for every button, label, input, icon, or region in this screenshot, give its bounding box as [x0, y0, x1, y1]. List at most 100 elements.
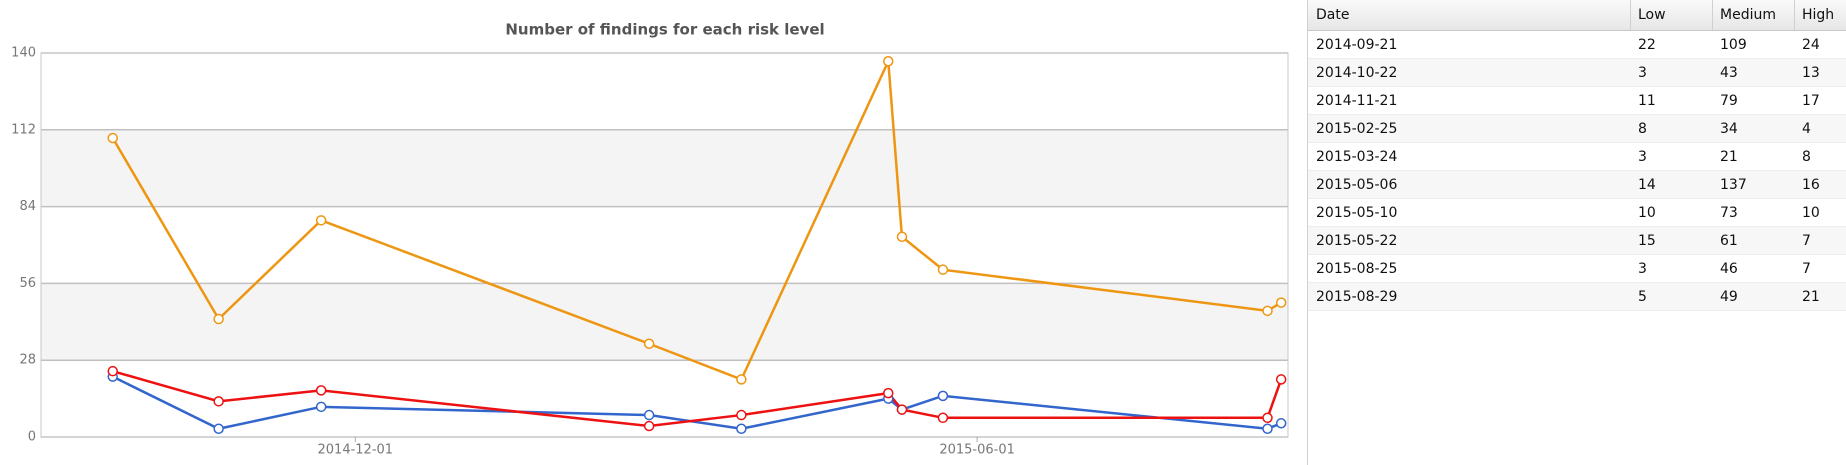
- point: [643, 409, 655, 421]
- table-cell: 5: [1638, 289, 1647, 305]
- table-row: 2015-02-25 8 34 4: [1308, 115, 1846, 143]
- point: [736, 409, 747, 421]
- table-row: 2015-05-10 10 73 10: [1308, 199, 1846, 227]
- table-cell: 10: [1802, 205, 1820, 221]
- point: [896, 404, 908, 415]
- y-tick-label: 140: [11, 46, 36, 61]
- point: [1275, 297, 1287, 308]
- plot-border: [40, 52, 1289, 438]
- chart-title: Number of findings for each risk level: [505, 21, 824, 39]
- chart: Number of findings for each risk level 0…: [11, 21, 1289, 458]
- point: [213, 313, 224, 325]
- x-tick-label: 2014-12-01: [318, 443, 394, 458]
- table-cell: 2015-02-25: [1316, 121, 1398, 137]
- table-cell: 2015-05-10: [1316, 205, 1398, 221]
- y-tick-label: 0: [28, 430, 36, 445]
- table-cell: 21: [1720, 149, 1738, 165]
- table-cell: 15: [1638, 233, 1656, 249]
- table-cell: 137: [1720, 177, 1747, 193]
- point: [896, 231, 908, 243]
- table-row: 2014-11-21 11 79 17: [1308, 87, 1846, 115]
- table-cell: 7: [1802, 261, 1811, 277]
- table-cell: 2015-05-06: [1316, 177, 1398, 193]
- point: [315, 385, 327, 396]
- point: [1262, 412, 1273, 424]
- table-cell: 17: [1802, 93, 1820, 109]
- table-cell: 14: [1638, 177, 1656, 193]
- point: [315, 215, 327, 226]
- point: [883, 55, 894, 67]
- table-row: 2015-08-29 5 49 21: [1308, 283, 1846, 311]
- column-header[interactable]: Date: [1316, 7, 1350, 23]
- table-cell: 24: [1802, 37, 1820, 53]
- point: [937, 390, 949, 402]
- table-cell: 3: [1638, 65, 1647, 81]
- point: [1275, 418, 1287, 429]
- table-cell: 49: [1720, 289, 1738, 305]
- point: [315, 401, 327, 413]
- table-cell: 2015-08-25: [1316, 261, 1398, 277]
- point: [213, 423, 224, 435]
- y-tick-label: 112: [11, 122, 36, 137]
- grid-band: [41, 283, 1288, 361]
- series-line: [112, 375, 1282, 431]
- data-table: Date Low Medium High 2014-09-21 22 109 24 2014-1…: [1307, 0, 1846, 465]
- table-cell: 3: [1638, 149, 1647, 165]
- table-cell: 13: [1802, 65, 1820, 81]
- table-cell: 109: [1720, 37, 1747, 53]
- table-cell: 2014-11-21: [1316, 93, 1398, 109]
- table-cell: 8: [1802, 149, 1811, 165]
- series-line: [111, 56, 1282, 381]
- table-cell: 2015-08-29: [1316, 289, 1398, 305]
- point: [643, 338, 655, 349]
- table-cell: 3: [1638, 261, 1647, 277]
- grid-band: [41, 129, 1288, 207]
- table-header: Date Low Medium High: [1308, 0, 1846, 31]
- x-tick-label: 2015-06-01: [939, 443, 1015, 458]
- point: [107, 365, 118, 377]
- point: [643, 420, 655, 432]
- point: [937, 412, 949, 424]
- table-cell: 2015-03-24: [1316, 149, 1398, 165]
- y-tick-label: 56: [19, 276, 36, 291]
- point: [883, 387, 894, 399]
- point: [1275, 374, 1287, 385]
- table-cell: 21: [1802, 289, 1820, 305]
- y-tick-label: 28: [19, 353, 36, 368]
- table-cell: 11: [1638, 93, 1656, 109]
- table-cell: 8: [1638, 121, 1647, 137]
- table-cell: 4: [1802, 121, 1811, 137]
- table-cell: 7: [1802, 233, 1811, 249]
- point: [736, 423, 747, 435]
- table-cell: 34: [1720, 121, 1738, 137]
- series-line: [112, 369, 1283, 428]
- point: [1262, 305, 1273, 317]
- point: [107, 132, 118, 144]
- table-cell: 61: [1720, 233, 1738, 249]
- point: [1262, 423, 1273, 435]
- table-row: 2014-10-22 3 43 13: [1308, 59, 1846, 87]
- table-cell: 73: [1720, 205, 1738, 221]
- column-header[interactable]: Low: [1630, 0, 1712, 30]
- table-cell: 2014-09-21: [1316, 37, 1398, 53]
- table-row: 2015-08-25 3 46 7: [1308, 255, 1846, 283]
- point: [736, 374, 747, 385]
- column-header[interactable]: Medium: [1712, 0, 1794, 30]
- table-row: 2014-09-21 22 109 24: [1308, 31, 1846, 59]
- table-row: 2015-05-22 15 61 7: [1308, 227, 1846, 255]
- table-cell: 2014-10-22: [1316, 65, 1398, 81]
- table-row: 2015-05-06 14 137 16: [1308, 171, 1846, 199]
- table-cell: 16: [1802, 177, 1820, 193]
- table-cell: 2015-05-22: [1316, 233, 1398, 249]
- point: [937, 264, 949, 275]
- column-header[interactable]: High: [1794, 0, 1846, 30]
- table-cell: 10: [1638, 205, 1656, 221]
- table-cell: 43: [1720, 65, 1738, 81]
- y-tick-label: 84: [19, 199, 36, 214]
- table-cell: 46: [1720, 261, 1738, 277]
- table-row: 2015-03-24 3 21 8: [1308, 143, 1846, 171]
- table-cell: 79: [1720, 93, 1738, 109]
- table-cell: 22: [1638, 37, 1656, 53]
- point: [213, 396, 224, 407]
